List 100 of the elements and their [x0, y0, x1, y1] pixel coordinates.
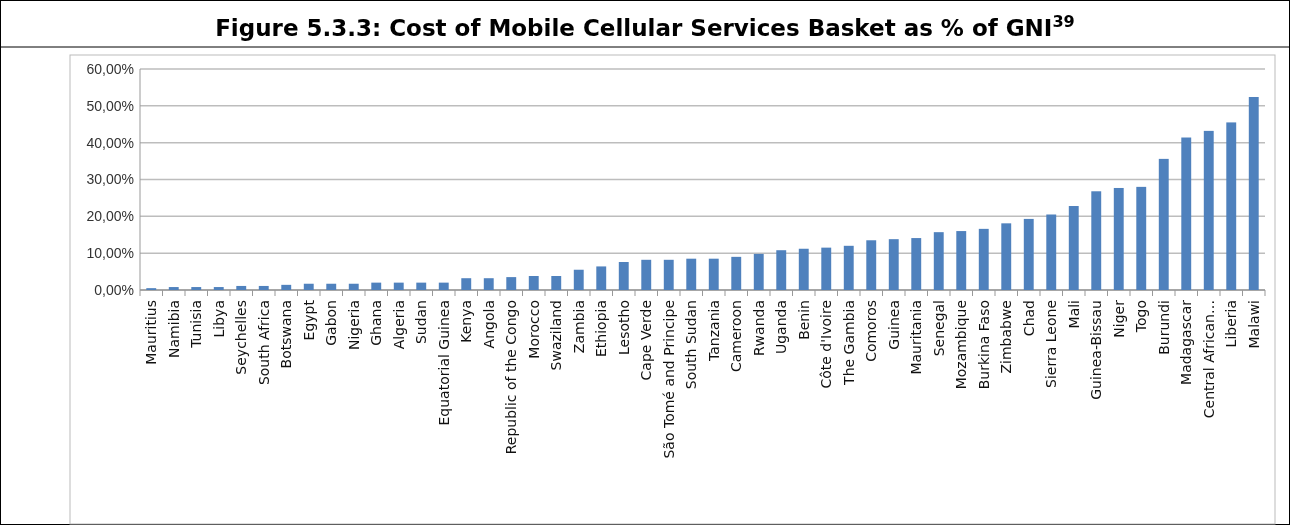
bar: [528, 276, 539, 290]
bar: [1113, 187, 1124, 290]
x-tick-label: Cape Verde: [638, 300, 655, 381]
bar: [483, 278, 494, 290]
x-tick-label: Cameroon: [728, 300, 745, 373]
y-tick-label: 50,00%: [86, 97, 134, 114]
bar: [1226, 122, 1237, 290]
x-tick-label: The Gambia: [840, 300, 857, 386]
x-tick-label: Libya: [210, 300, 227, 338]
y-tick-label: 10,00%: [86, 245, 134, 262]
bar: [1068, 206, 1079, 290]
x-tick-label: Senegal: [930, 300, 947, 357]
x-tick-label: South Sudan: [683, 300, 700, 390]
bar: [191, 287, 202, 290]
chart-title: Figure 5.3.3: Cost of Mobile Cellular Services Basket as % of GNI$^{39}$: [215, 11, 1075, 41]
x-tick-label: Botswana: [278, 300, 295, 369]
x-tick-label: Angola: [480, 300, 497, 349]
x-tick-label: Côte d'Ivoire: [818, 300, 835, 389]
x-tick-label: Gabon: [323, 300, 340, 346]
x-tick-label: Guinea: [885, 300, 902, 350]
bar: [1091, 191, 1102, 290]
bar: [1001, 223, 1012, 290]
bar: [236, 285, 247, 290]
bar: [776, 250, 787, 290]
bar: [281, 284, 292, 290]
x-tick-label: Algeria: [390, 300, 407, 350]
bar: [326, 283, 337, 290]
bar: [821, 247, 832, 290]
x-tick-label: Ethiopia: [593, 300, 610, 358]
x-tick-label: Zimbabwe: [998, 300, 1015, 374]
bar: [731, 256, 742, 290]
x-tick-label: Uganda: [773, 300, 790, 355]
x-tick-label: Mauritania: [908, 300, 925, 375]
y-tick-label: 0,00%: [94, 281, 134, 298]
bar: [1181, 137, 1192, 290]
x-tick-label: South Africa: [255, 300, 272, 386]
x-tick-label: Chad: [1020, 300, 1037, 337]
x-tick-label: Mozambique: [953, 300, 970, 390]
bar: [371, 282, 382, 290]
x-tick-label: Sierra Leone: [1043, 300, 1060, 388]
bar: [596, 266, 607, 290]
bar: [461, 278, 472, 290]
bar: [686, 258, 697, 290]
bar: [888, 239, 899, 290]
bar: [1023, 218, 1034, 290]
x-tick-label: Swaziland: [548, 300, 565, 371]
bar: [1203, 130, 1214, 290]
x-tick-label: Seychelles: [233, 300, 250, 375]
x-tick-label: Equatorial Guinea: [435, 300, 452, 426]
x-tick-label: Morocco: [525, 300, 542, 359]
y-tick-label: 20,00%: [86, 208, 134, 225]
x-tick-label: Togo: [1133, 300, 1150, 334]
bar: [866, 240, 877, 290]
bar: [438, 282, 449, 290]
y-tick-label: 40,00%: [86, 134, 134, 151]
x-tick-label: Mali: [1065, 300, 1082, 329]
x-tick-label: Madagascar: [1178, 299, 1195, 385]
x-tick-label: Nigeria: [345, 300, 362, 351]
x-tick-label: Malawi: [1245, 300, 1262, 349]
bar: [1158, 158, 1169, 290]
bar: [348, 283, 359, 290]
x-tick-label: Republic of the Congo: [503, 300, 520, 455]
x-tick-label: Egypt: [300, 299, 317, 341]
bar: [956, 231, 967, 290]
bar: [978, 228, 989, 290]
x-tick-label: São Tomé and Principe: [660, 300, 677, 459]
x-tick-label: Burundi: [1155, 300, 1172, 355]
y-tick-label: 60,00%: [86, 60, 134, 77]
bar: [753, 253, 764, 290]
x-tick-label: Niger: [1110, 299, 1127, 338]
bar: [798, 248, 809, 290]
x-tick-label: Tunisia: [188, 300, 205, 349]
bar: [663, 259, 674, 290]
bar: [573, 269, 584, 290]
bar: [843, 245, 854, 290]
x-tick-label: Rwanda: [750, 300, 767, 357]
x-tick-label: Central African…: [1200, 300, 1217, 419]
bar: [506, 277, 517, 290]
bar: [1248, 96, 1259, 290]
bar: [1136, 186, 1147, 290]
x-tick-label: Burkina Faso: [975, 300, 992, 390]
x-tick-label: Sudan: [413, 300, 430, 345]
bar: [393, 282, 404, 290]
x-tick-label: Zambia: [570, 300, 587, 354]
bar: [258, 285, 269, 290]
bar: [168, 287, 179, 290]
bar: [708, 258, 719, 290]
bar: [303, 283, 314, 290]
x-tick-label: Benin: [795, 300, 812, 340]
x-tick-label: Lesotho: [615, 300, 632, 355]
bar: [1046, 214, 1057, 290]
x-tick-label: Kenya: [458, 300, 475, 343]
x-tick-label: Tanzania: [705, 300, 722, 362]
bar: [618, 262, 629, 290]
bar: [213, 287, 224, 290]
bar: [911, 238, 922, 290]
bar: [933, 232, 944, 290]
x-tick-label: Ghana: [368, 300, 385, 346]
x-tick-label: Guinea-Bissau: [1088, 300, 1105, 400]
x-tick-label: Namibia: [165, 300, 182, 358]
